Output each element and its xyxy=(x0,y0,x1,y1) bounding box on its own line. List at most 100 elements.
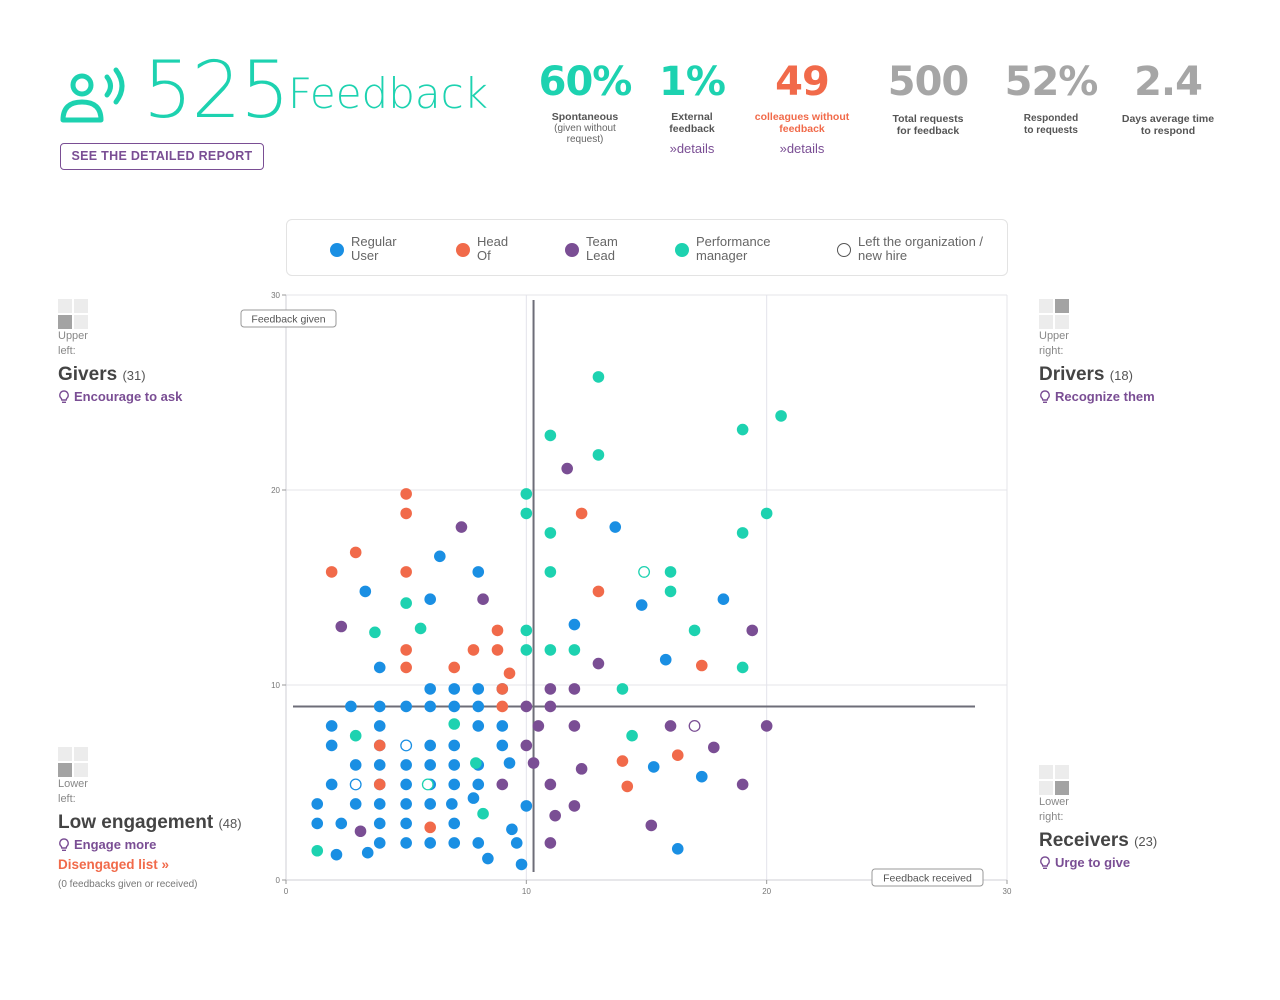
point-teamlead xyxy=(477,593,489,605)
point-teamlead xyxy=(760,720,773,732)
legend-label: Regular User xyxy=(351,234,397,263)
point-regular xyxy=(424,700,437,713)
stat-external: 1% External feedback »details xyxy=(637,62,747,156)
point-headof xyxy=(400,488,412,500)
quadrant-count: (31) xyxy=(122,368,146,383)
point-perfmgr xyxy=(400,597,412,609)
urge-to-give-link[interactable]: Urge to give xyxy=(1039,855,1157,870)
point-regular xyxy=(349,759,362,771)
point-regular xyxy=(472,700,485,713)
point-headof xyxy=(349,546,362,559)
colleagues-details-link[interactable]: »details xyxy=(779,141,825,156)
legend-label: Team Lead xyxy=(586,234,618,263)
point-regular xyxy=(424,798,437,810)
legend-item-left-organization[interactable]: Left the organization / new hire xyxy=(837,235,998,263)
point-teamlead xyxy=(532,720,545,732)
chart-ticks: 0 10 20 30 0 10 20 30 xyxy=(271,291,1012,896)
point-regular xyxy=(515,858,528,871)
point-headof xyxy=(373,739,386,752)
point-left xyxy=(421,778,434,791)
point-perfmgr xyxy=(664,566,677,578)
point-regular xyxy=(472,566,485,578)
point-headof xyxy=(373,778,386,791)
point-perfmgr xyxy=(544,566,557,578)
y-axis-label-border xyxy=(240,309,337,328)
y-axis-label-box: Feedback given xyxy=(240,309,337,328)
quadrant-action-label: Urge to give xyxy=(1055,855,1131,870)
legend-item-team-lead[interactable]: Team Lead xyxy=(565,235,626,263)
point-headof xyxy=(503,667,516,680)
point-regular xyxy=(448,837,461,849)
stat-total-requests: 500 Total requests for feedback xyxy=(873,62,983,137)
point-perfmgr xyxy=(592,371,605,383)
feedback-label: Feedback xyxy=(288,69,489,118)
point-regular xyxy=(424,759,437,771)
stat-value: 49 xyxy=(775,59,830,105)
recognize-them-link[interactable]: Recognize them xyxy=(1039,389,1155,404)
feedback-count: 525 xyxy=(143,46,290,136)
point-regular xyxy=(373,720,386,732)
quadrant-name: Receivers xyxy=(1039,830,1129,851)
point-regular xyxy=(472,837,485,849)
point-left xyxy=(349,778,362,791)
stat-label: Total requests for feedback xyxy=(892,113,964,137)
point-regular xyxy=(400,700,412,713)
external-details-link[interactable]: »details xyxy=(669,141,715,156)
stat-value: 1% xyxy=(659,59,726,105)
disengaged-list-link[interactable]: Disengaged list » xyxy=(58,857,170,872)
point-teamlead xyxy=(544,700,557,713)
stat-days-to-respond: 2.4 Days average time to respond xyxy=(1113,62,1223,137)
point-regular xyxy=(659,653,672,666)
point-regular xyxy=(311,798,324,810)
quadrant-count: (18) xyxy=(1109,368,1133,383)
quadrant-position: Lower left: xyxy=(58,778,88,805)
point-perfmgr xyxy=(736,527,749,539)
point-perfmgr xyxy=(592,449,605,461)
point-perfmgr xyxy=(544,429,557,442)
legend-item-head-of[interactable]: Head Of xyxy=(456,235,517,263)
x-axis-label-box: Feedback received xyxy=(871,868,984,887)
encourage-to-ask-link[interactable]: Encourage to ask xyxy=(58,389,182,404)
point-regular xyxy=(482,852,494,865)
point-headof xyxy=(491,624,504,637)
y-tick-label: 10 xyxy=(271,681,280,690)
lightbulb-icon xyxy=(1040,855,1050,869)
legend-item-regular-user[interactable]: Regular User xyxy=(330,235,409,263)
point-regular xyxy=(373,759,386,771)
point-regular xyxy=(400,837,412,849)
point-perfmgr xyxy=(760,507,773,520)
point-perfmgr xyxy=(736,661,749,674)
detailed-report-button[interactable]: SEE THE DETAILED REPORT xyxy=(60,143,264,170)
point-regular xyxy=(520,800,533,812)
point-regular xyxy=(400,798,412,810)
point-regular xyxy=(359,585,372,598)
point-regular xyxy=(373,661,386,674)
point-regular xyxy=(448,700,461,713)
legend-label: Performance manager xyxy=(696,234,771,263)
point-headof xyxy=(400,661,412,674)
point-perfmgr xyxy=(736,423,749,436)
stat-label: colleagues without feedback xyxy=(754,111,850,135)
point-teamlead xyxy=(544,683,557,695)
stat-label: Responded to requests xyxy=(1023,113,1079,136)
legend-item-performance-manager[interactable]: Performance manager xyxy=(675,235,791,263)
legend-dot xyxy=(565,243,579,257)
point-regular xyxy=(345,700,357,713)
point-perfmgr xyxy=(520,644,533,656)
engage-more-link[interactable]: Engage more xyxy=(58,837,242,852)
stat-value: 52% xyxy=(1004,59,1099,105)
point-left xyxy=(688,720,701,732)
point-perfmgr xyxy=(520,624,533,637)
chart-legend: Regular User Head Of Team Lead Performan… xyxy=(286,219,1008,276)
quadrant-count: (23) xyxy=(1134,834,1158,849)
point-headof xyxy=(496,683,509,695)
point-regular xyxy=(325,739,338,752)
legend-dot xyxy=(456,243,470,257)
stat-label: Days average time to respond xyxy=(1121,113,1215,137)
point-regular xyxy=(717,593,730,605)
point-headof xyxy=(400,507,412,520)
x-tick-label: 20 xyxy=(762,887,771,896)
point-regular xyxy=(424,593,437,605)
point-regular xyxy=(496,720,509,732)
